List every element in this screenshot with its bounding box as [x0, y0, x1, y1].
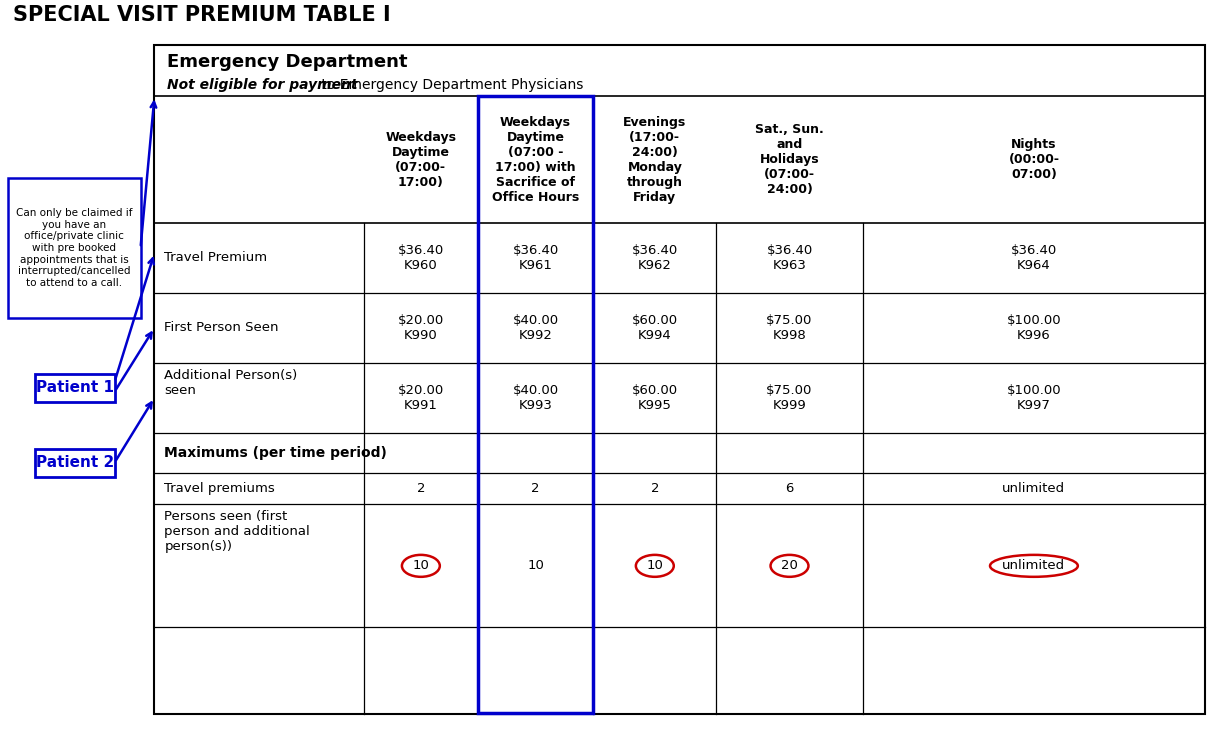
Text: Persons seen (first
person and additional
person(s)): Persons seen (first person and additiona… — [164, 510, 311, 553]
Text: 20: 20 — [781, 559, 798, 572]
Text: to Emergency Department Physicians: to Emergency Department Physicians — [317, 78, 583, 92]
Text: $100.00
K996: $100.00 K996 — [1006, 314, 1061, 342]
Ellipse shape — [990, 555, 1078, 577]
Text: Travel Premium: Travel Premium — [164, 252, 268, 264]
Text: Additional Person(s)
seen: Additional Person(s) seen — [164, 369, 297, 397]
Text: $60.00
K995: $60.00 K995 — [632, 384, 678, 411]
Text: unlimited: unlimited — [1002, 559, 1066, 572]
Text: $36.40
K963: $36.40 K963 — [766, 244, 812, 272]
Text: Patient 2: Patient 2 — [35, 455, 113, 470]
Text: 2: 2 — [650, 482, 659, 495]
Text: $75.00
K998: $75.00 K998 — [766, 314, 812, 342]
Text: Sat., Sun.
and
Holidays
(07:00-
24:00): Sat., Sun. and Holidays (07:00- 24:00) — [755, 123, 823, 196]
Text: Evenings
(17:00-
24:00)
Monday
through
Friday: Evenings (17:00- 24:00) Monday through F… — [624, 116, 687, 203]
Text: $20.00
K990: $20.00 K990 — [398, 314, 445, 342]
Text: unlimited: unlimited — [1002, 482, 1066, 495]
Text: $36.40
K962: $36.40 K962 — [632, 244, 678, 272]
Text: Patient 1: Patient 1 — [35, 380, 113, 395]
Text: 2: 2 — [531, 482, 540, 495]
Text: $36.40
K961: $36.40 K961 — [513, 244, 559, 272]
Text: Weekdays
Daytime
(07:00 -
17:00) with
Sacrifice of
Office Hours: Weekdays Daytime (07:00 - 17:00) with Sa… — [492, 116, 580, 203]
Text: Can only be claimed if
you have an
office/private clinic
with pre booked
appoint: Can only be claimed if you have an offic… — [16, 208, 133, 288]
Text: $20.00
K991: $20.00 K991 — [398, 384, 445, 411]
Ellipse shape — [402, 555, 440, 577]
Bar — [35, 374, 114, 402]
Text: 2: 2 — [417, 482, 425, 495]
Text: $36.40
K964: $36.40 K964 — [1011, 244, 1057, 272]
Ellipse shape — [771, 555, 809, 577]
Text: Travel premiums: Travel premiums — [164, 482, 275, 495]
Text: 10: 10 — [527, 559, 544, 572]
Text: $75.00
K999: $75.00 K999 — [766, 384, 812, 411]
Text: $40.00
K993: $40.00 K993 — [513, 384, 559, 411]
Bar — [155, 45, 1205, 714]
Text: 10: 10 — [413, 559, 429, 572]
Text: $100.00
K997: $100.00 K997 — [1006, 384, 1061, 411]
Text: Emergency Department: Emergency Department — [167, 53, 408, 72]
Text: $36.40
K960: $36.40 K960 — [398, 244, 445, 272]
Text: $40.00
K992: $40.00 K992 — [513, 314, 559, 342]
Text: First Person Seen: First Person Seen — [164, 321, 279, 335]
Text: Weekdays
Daytime
(07:00-
17:00): Weekdays Daytime (07:00- 17:00) — [385, 131, 457, 189]
Text: Maximums (per time period): Maximums (per time period) — [164, 446, 387, 460]
Text: Not eligible for payment: Not eligible for payment — [167, 78, 358, 92]
Ellipse shape — [636, 555, 674, 577]
Text: 6: 6 — [786, 482, 794, 495]
Bar — [477, 97, 593, 713]
Text: $60.00
K994: $60.00 K994 — [632, 314, 678, 342]
Bar — [7, 178, 140, 318]
Text: SPECIAL VISIT PREMIUM TABLE I: SPECIAL VISIT PREMIUM TABLE I — [13, 5, 391, 26]
Text: Nights
(00:00-
07:00): Nights (00:00- 07:00) — [1009, 138, 1060, 182]
Text: 10: 10 — [647, 559, 664, 572]
Bar — [35, 449, 114, 477]
